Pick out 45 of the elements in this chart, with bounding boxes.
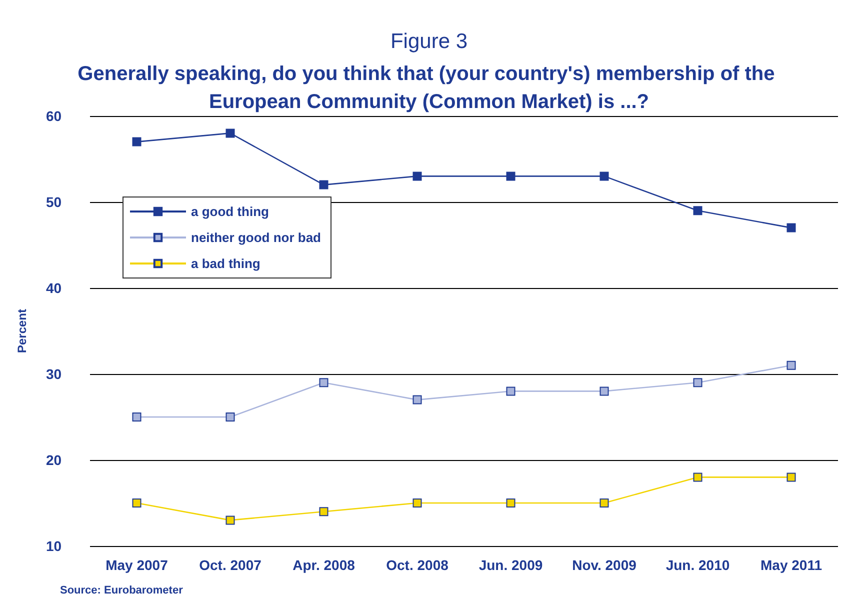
point bbox=[506, 498, 516, 508]
point bbox=[786, 360, 796, 370]
legend-label: a bad thing bbox=[191, 256, 260, 271]
point bbox=[506, 386, 516, 396]
point bbox=[693, 472, 702, 482]
x-tick-label: May 2011 bbox=[760, 557, 822, 573]
point bbox=[226, 412, 235, 422]
x-tick-label: Oct. 2007 bbox=[199, 557, 262, 573]
y-tick-label: 20 bbox=[46, 452, 62, 468]
point bbox=[600, 386, 609, 396]
chart-subtitle: Generally speaking, do you think that (your country's) membership of the European Community (Common Market) is ...? bbox=[78, 63, 780, 113]
point bbox=[319, 378, 328, 388]
point bbox=[319, 180, 328, 190]
chart-title: Figure 3 bbox=[390, 30, 468, 53]
point bbox=[132, 412, 142, 422]
y-axis-title: Percent bbox=[15, 308, 29, 354]
point bbox=[600, 172, 609, 181]
point bbox=[786, 223, 796, 232]
point bbox=[226, 128, 235, 138]
point bbox=[600, 498, 609, 508]
point bbox=[412, 172, 422, 181]
y-tick-label: 40 bbox=[46, 280, 62, 296]
legend-label: neither good nor bad bbox=[191, 230, 322, 245]
y-tick-label: 60 bbox=[46, 108, 62, 124]
point bbox=[693, 378, 702, 388]
point bbox=[226, 516, 235, 525]
point bbox=[319, 507, 328, 516]
y-tick-label: 50 bbox=[46, 194, 62, 210]
point bbox=[506, 172, 516, 181]
x-tick-label: May 2007 bbox=[106, 557, 168, 573]
point bbox=[693, 206, 702, 216]
x-tick-label: Oct. 2008 bbox=[386, 557, 449, 573]
legend-label: a good thing bbox=[191, 204, 270, 219]
y-tick-label: 30 bbox=[46, 366, 62, 382]
point bbox=[412, 498, 422, 508]
point bbox=[132, 498, 142, 508]
point bbox=[132, 137, 142, 146]
x-tick-label: Nov. 2009 bbox=[572, 557, 637, 573]
x-tick-label: Apr. 2008 bbox=[292, 557, 356, 573]
point bbox=[786, 472, 796, 482]
point bbox=[412, 395, 422, 404]
source-note: Source: Eurobarometer bbox=[60, 584, 184, 596]
y-tick-label: 10 bbox=[46, 538, 62, 554]
x-tick-label: Jun. 2009 bbox=[478, 557, 543, 573]
x-tick-label: Jun. 2010 bbox=[666, 557, 730, 573]
